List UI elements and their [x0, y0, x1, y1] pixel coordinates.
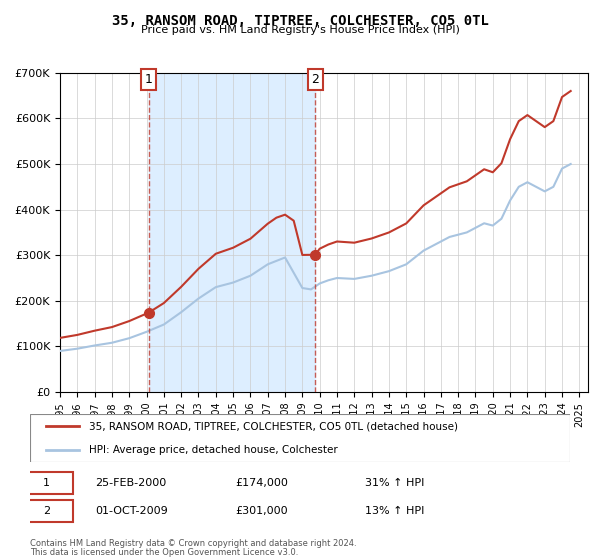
Text: £174,000: £174,000 [235, 478, 288, 488]
Bar [149, 73, 316, 392]
Text: 2: 2 [311, 73, 319, 86]
FancyBboxPatch shape [19, 500, 73, 522]
Text: 35, RANSOM ROAD, TIPTREE, COLCHESTER, CO5 0TL (detached house): 35, RANSOM ROAD, TIPTREE, COLCHESTER, CO… [89, 421, 458, 431]
Text: 31% ↑ HPI: 31% ↑ HPI [365, 478, 424, 488]
FancyBboxPatch shape [19, 472, 73, 494]
Text: £301,000: £301,000 [235, 506, 288, 516]
Text: 2: 2 [43, 506, 50, 516]
Text: 25-FEB-2000: 25-FEB-2000 [95, 478, 166, 488]
Text: Price paid vs. HM Land Registry's House Price Index (HPI): Price paid vs. HM Land Registry's House … [140, 25, 460, 35]
FancyBboxPatch shape [30, 414, 570, 462]
Text: 1: 1 [43, 478, 50, 488]
Text: Contains HM Land Registry data © Crown copyright and database right 2024.: Contains HM Land Registry data © Crown c… [30, 539, 356, 548]
Text: 01-OCT-2009: 01-OCT-2009 [95, 506, 167, 516]
Text: 13% ↑ HPI: 13% ↑ HPI [365, 506, 424, 516]
Text: 1: 1 [145, 73, 152, 86]
Text: HPI: Average price, detached house, Colchester: HPI: Average price, detached house, Colc… [89, 445, 338, 455]
Text: 35, RANSOM ROAD, TIPTREE, COLCHESTER, CO5 0TL: 35, RANSOM ROAD, TIPTREE, COLCHESTER, CO… [112, 14, 488, 28]
Text: This data is licensed under the Open Government Licence v3.0.: This data is licensed under the Open Gov… [30, 548, 298, 557]
